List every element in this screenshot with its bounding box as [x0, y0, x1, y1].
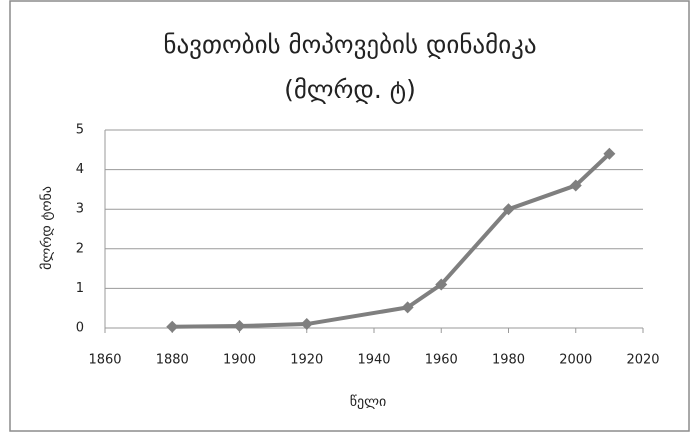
- x-axis-label: წელი: [350, 394, 387, 410]
- x-tick-label: 1900: [223, 353, 256, 368]
- x-tick-label: 2000: [559, 353, 592, 368]
- marker: [435, 278, 448, 291]
- chart-title: ნავთობის მოპოვების დინამიკა: [163, 30, 536, 59]
- y-tick-label: 3: [76, 202, 84, 217]
- y-tick-label: 2: [76, 241, 84, 256]
- x-tick-label: 1920: [290, 353, 323, 368]
- marker: [603, 147, 616, 160]
- y-tick-label: 0: [76, 321, 84, 336]
- marker: [569, 179, 582, 192]
- marker: [300, 318, 313, 331]
- x-tick-label: 1860: [88, 353, 121, 368]
- chart-frame: [9, 0, 690, 432]
- marker: [233, 320, 246, 333]
- series-line: [172, 152, 611, 329]
- y-tick-label: 5: [76, 123, 84, 138]
- marker: [502, 203, 515, 216]
- x-tick-label: 1940: [357, 353, 390, 368]
- marker: [166, 320, 179, 333]
- y-tick-label: 1: [76, 281, 84, 296]
- y-axis-label: მლრდ ტონა: [38, 186, 55, 270]
- x-tick-label: 1980: [492, 353, 525, 368]
- x-tick-label: 2020: [626, 353, 659, 368]
- marker: [401, 301, 414, 314]
- chart-title: (მლრდ. ტ): [284, 75, 416, 104]
- x-tick-label: 1960: [425, 353, 458, 368]
- x-tick-label: 1880: [156, 353, 189, 368]
- y-tick-label: 4: [76, 162, 84, 177]
